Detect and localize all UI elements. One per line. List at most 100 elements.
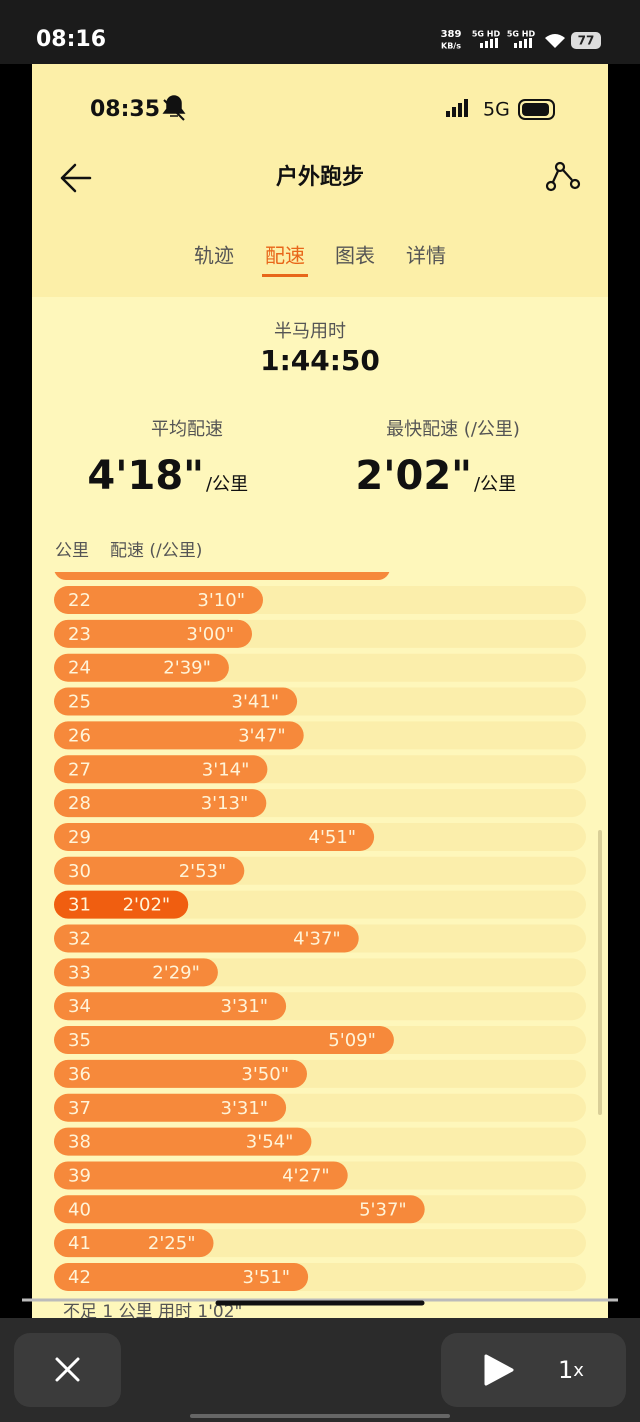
km-label: 39 [68,1165,91,1186]
bar-track [54,890,586,919]
speed-suffix: x [573,1360,584,1381]
fast-pace-label: 最快配速 (/公里) [386,419,520,440]
fast-pace-value: 2'02" [355,453,472,499]
km-label: 22 [68,590,91,611]
net-speed: 389 [441,29,462,40]
pace-bar [54,586,263,614]
km-label: 41 [68,1233,91,1254]
pace-bar [54,721,304,750]
km-label: 42 [68,1267,91,1288]
mute-icon [162,95,186,117]
pace-label: 3'10" [197,590,245,611]
column-header: 公里 [55,541,89,561]
pace-label: 4'51" [309,827,357,848]
avg-pace-label: 平均配速 [151,419,223,440]
close-icon [55,1357,80,1382]
pace-bar [54,653,229,682]
tab[interactable]: 图表 [335,244,375,268]
pace-bar [54,1161,348,1190]
pace-label: 3'31" [221,996,269,1017]
playback-speed[interactable]: 1x [558,1356,584,1384]
km-label: 25 [68,692,91,713]
pace-label: 5'09" [328,1030,376,1051]
avg-pace-value: 4'18" [87,453,204,499]
app-time: 08:35 [90,97,160,122]
pace-bar [54,1059,307,1088]
pace-bar [54,1093,287,1122]
tab-indicator [262,274,308,277]
network-label: 5G HD [507,30,536,39]
play-controls [441,1333,626,1407]
mute-slash [163,99,185,121]
scrollbar [598,830,602,1115]
pace-label: 4'27" [282,1165,330,1186]
app-network: 5G [483,99,510,121]
avg-pace-unit: /公里 [206,474,248,495]
pace-label: 3'54" [246,1132,294,1153]
pace-bar [54,619,252,648]
km-label: 40 [68,1199,91,1220]
pace-label: 3'13" [201,793,249,814]
battery-level: 77 [578,34,595,48]
tab[interactable]: 配速 [265,244,305,268]
signal-icon [480,38,498,48]
wifi-icon [545,34,565,48]
km-label: 38 [68,1132,91,1153]
speed-number: 1 [558,1356,573,1384]
km-label: 35 [68,1030,91,1051]
pace-bar [54,1195,425,1224]
battery-icon [571,32,601,49]
route-button[interactable] [545,161,581,192]
pace-bar [54,1026,394,1055]
km-label: 24 [68,658,91,679]
km-label: 33 [68,962,91,983]
km-label: 28 [68,793,91,814]
km-label: 27 [68,759,91,780]
pace-label: 3'14" [202,759,250,780]
pace-label: 2'25" [148,1233,196,1254]
column-header: 配速 (/公里) [110,541,202,561]
km-label: 32 [68,929,91,950]
system-status-bar [0,0,640,64]
app-header [32,64,608,297]
pace-bar [54,992,287,1021]
fast-pace-unit: /公里 [474,474,516,495]
pace-bar [54,687,298,716]
pace-bar [54,1263,309,1291]
pace-bar [54,1229,214,1258]
km-label: 30 [68,861,91,882]
tab[interactable]: 轨迹 [194,244,234,268]
pace-bar [54,856,245,885]
net-speed-unit: KB/s [441,42,461,51]
pace-label: 2'53" [179,861,227,882]
system-time: 08:16 [36,27,106,52]
pace-label: 2'39" [163,658,211,679]
km-label: 23 [68,624,91,645]
tab[interactable]: 详情 [406,244,446,268]
page-title: 户外跑步 [276,164,364,190]
pace-bar [54,789,267,818]
km-label: 37 [68,1098,91,1119]
pace-label: 3'41" [232,692,280,713]
pace-label: 2'02" [123,895,171,916]
pace-bar [54,755,268,784]
pace-bar [54,958,218,987]
pace-bar [54,1127,312,1156]
play-button[interactable] [484,1354,514,1386]
app-battery [518,99,555,120]
pace-bar [54,822,375,851]
pace-label: 3'31" [221,1098,269,1119]
app-battery-level [522,103,549,116]
pace-bar [54,890,189,919]
km-label: 31 [68,895,91,916]
pace-label: 3'50" [241,1064,289,1085]
km-label: 26 [68,725,91,746]
pace-label: 2'29" [152,962,200,983]
pace-label: 3'00" [186,624,234,645]
pace-label: 3'47" [238,725,286,746]
partial-bar [54,572,390,580]
pace-label: 4'37" [293,929,341,950]
km-label: 29 [68,827,91,848]
back-button[interactable] [60,163,92,193]
